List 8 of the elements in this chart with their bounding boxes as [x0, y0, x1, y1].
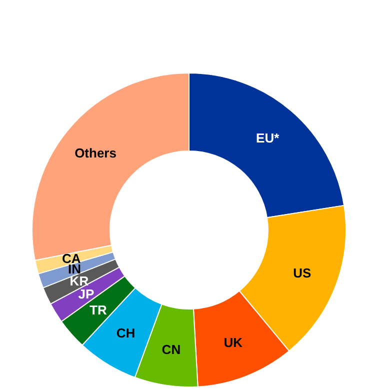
slice-label: US [293, 265, 312, 280]
slice-label: CN [162, 342, 181, 358]
slice-label: UK [224, 335, 244, 350]
slice-label: JP [78, 286, 95, 302]
slice-label: EU* [256, 130, 280, 146]
slice-label: CH [116, 326, 136, 341]
slice-label: Others [74, 146, 116, 161]
slice-label: TR [90, 302, 108, 318]
